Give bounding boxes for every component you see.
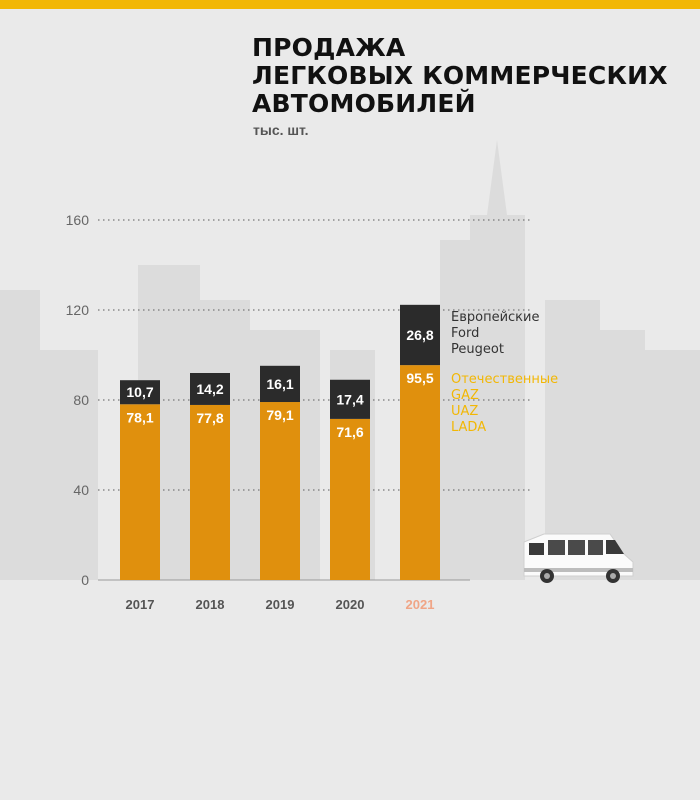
title-line-3: АВТОМОБИЛЕЙ (252, 89, 476, 118)
value-label-european-2021: 26,8 (406, 327, 433, 343)
x-tick-label-2018: 2018 (196, 597, 225, 612)
legend-european-line: Ford (451, 326, 479, 341)
x-tick-label-2017: 2017 (126, 597, 155, 612)
chart-title: ПРОДАЖА ЛЕГКОВЫХ КОММЕРЧЕСКИХ АВТОМОБИЛЕ… (252, 34, 668, 118)
y-axis-ticks: 0 40 80 120 160 (66, 212, 90, 588)
bars: 78,1 10,7 77,8 14,2 79,1 16,1 71,6 17,4 95,5 26,8 (120, 304, 440, 580)
value-label-domestic-2019: 79,1 (266, 407, 293, 423)
legend-domestic-line: UAZ (451, 404, 478, 419)
value-label-domestic-2017: 78,1 (126, 409, 153, 425)
top-stripe (0, 0, 700, 9)
bar-domestic-2017 (120, 404, 160, 580)
bar-european-2019 (260, 365, 300, 403)
value-label-european-2017: 10,7 (126, 384, 153, 400)
bar-european-2018 (190, 373, 230, 405)
y-tick-label: 80 (73, 392, 89, 408)
value-label-european-2019: 16,1 (266, 376, 293, 392)
legend-domestic-line: LADA (451, 420, 486, 435)
x-tick-label-2019: 2019 (266, 597, 295, 612)
value-label-domestic-2018: 77,8 (196, 410, 223, 426)
chart-subtitle: тыс. шт. (253, 122, 309, 138)
x-tick-label-2020: 2020 (336, 597, 365, 612)
legend-domestic-line: Отечественные (451, 372, 558, 387)
y-tick-label: 40 (73, 482, 89, 498)
legend-european-line: Peugeot (451, 342, 504, 357)
van-icon (523, 533, 634, 583)
x-tick-label-2021: 2021 (406, 597, 435, 612)
title-line-2: ЛЕГКОВЫХ КОММЕРЧЕСКИХ (252, 61, 668, 90)
bar-domestic-2018 (190, 404, 230, 580)
value-label-european-2020: 17,4 (336, 391, 363, 407)
bar-european-2017 (120, 380, 160, 405)
value-label-domestic-2020: 71,6 (336, 424, 363, 440)
legend-european-line: Европейские (451, 310, 539, 325)
title-line-1: ПРОДАЖА (252, 33, 406, 62)
bar-european-2020 (330, 379, 370, 419)
x-axis-labels: 2017 2018 2019 2020 2021 (126, 597, 435, 612)
value-label-european-2018: 14,2 (196, 381, 223, 397)
bar-domestic-2019 (260, 402, 300, 580)
value-label-domestic-2021: 95,5 (406, 370, 433, 386)
bar-domestic-2020 (330, 418, 370, 580)
y-tick-label: 0 (81, 572, 89, 588)
y-tick-label: 120 (66, 302, 90, 318)
bar-domestic-2021 (400, 365, 440, 580)
bar-european-2021 (400, 304, 440, 366)
y-tick-label: 160 (66, 212, 90, 228)
legend-domestic-line: GAZ (451, 388, 479, 403)
